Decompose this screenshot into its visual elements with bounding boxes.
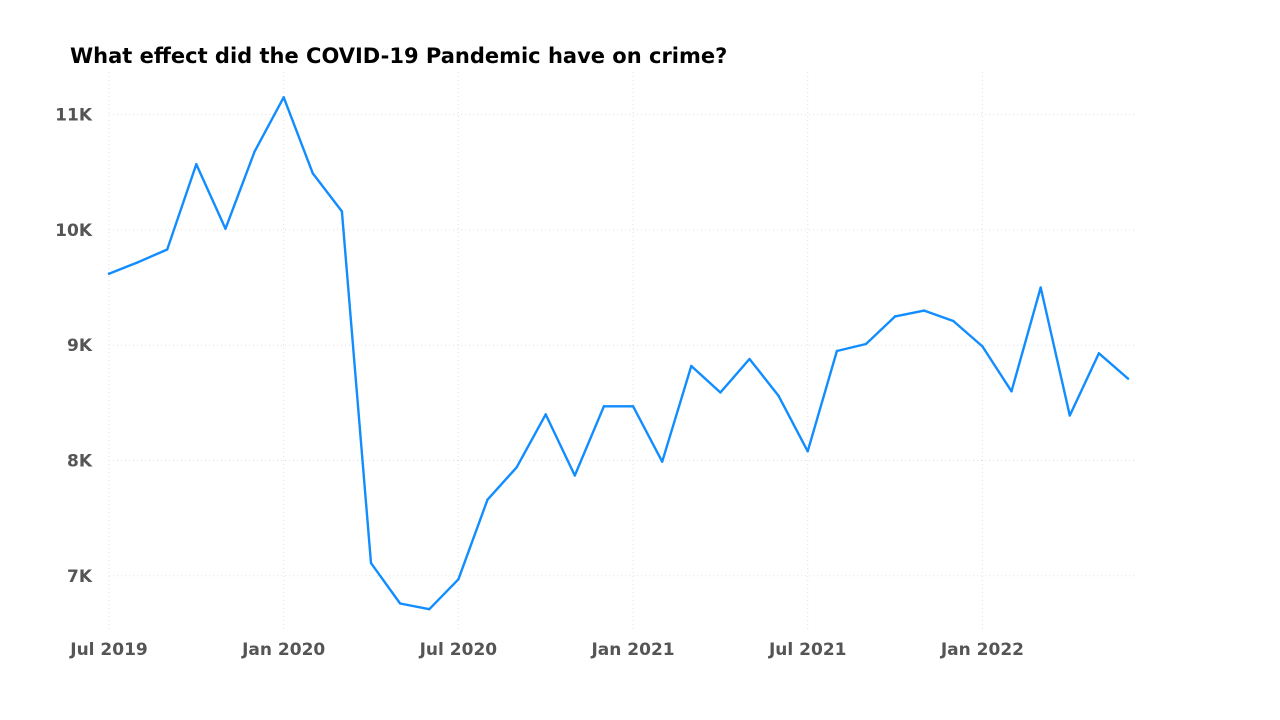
data-point xyxy=(719,391,722,394)
data-point xyxy=(398,602,402,605)
data-point xyxy=(253,150,256,153)
data-point xyxy=(777,394,780,398)
y-axis-ticks: 7K 8K 9K 10K 11K xyxy=(55,106,93,587)
data-point xyxy=(573,474,577,477)
data-point xyxy=(1068,414,1071,417)
y-tick-label: 7K xyxy=(67,567,93,587)
y-tick-label: 9K xyxy=(67,336,93,356)
data-point xyxy=(1010,390,1013,393)
data-point xyxy=(748,357,751,361)
data-point xyxy=(340,210,344,213)
data-point xyxy=(1126,377,1130,380)
data-point xyxy=(282,96,285,99)
data-point xyxy=(107,272,111,275)
data-point xyxy=(369,561,373,565)
x-axis-ticks: Jul 2019 Jan 2020 Jul 2020 Jan 2021 Jul 2021… xyxy=(69,640,1024,660)
data-point xyxy=(544,413,547,416)
series-layer xyxy=(107,96,1130,611)
x-tick-label: Jan 2020 xyxy=(241,640,325,660)
data-point xyxy=(515,466,518,469)
y-tick-label: 10K xyxy=(55,221,93,241)
x-tick-label: Jan 2021 xyxy=(590,640,674,660)
data-point xyxy=(864,342,868,346)
series-line xyxy=(107,96,1130,611)
data-point xyxy=(1039,286,1042,289)
data-point xyxy=(923,309,926,312)
y-tick-label: 11K xyxy=(55,106,93,126)
data-point xyxy=(952,319,955,323)
data-point xyxy=(224,227,227,230)
data-point xyxy=(631,405,635,408)
data-point xyxy=(806,450,809,453)
data-point xyxy=(136,260,140,264)
data-point xyxy=(311,172,314,175)
data-point xyxy=(486,498,489,501)
x-tick-label: Jul 2019 xyxy=(69,640,148,660)
grid-lines xyxy=(108,72,1135,630)
data-point xyxy=(835,349,839,353)
x-tick-label: Jan 2022 xyxy=(940,640,1024,660)
data-point xyxy=(690,364,693,368)
data-point xyxy=(602,405,606,408)
data-point xyxy=(428,608,431,611)
data-point xyxy=(660,460,664,463)
x-tick-label: Jul 2021 xyxy=(768,640,847,660)
chart-title: What effect did the COVID-19 Pandemic ha… xyxy=(70,44,728,68)
data-point xyxy=(457,578,460,581)
data-point xyxy=(166,248,169,251)
data-point xyxy=(893,315,897,318)
y-tick-label: 8K xyxy=(67,452,93,472)
x-tick-label: Jul 2020 xyxy=(419,640,498,660)
data-point xyxy=(981,345,984,348)
data-point xyxy=(1097,352,1101,355)
data-point xyxy=(195,162,198,166)
